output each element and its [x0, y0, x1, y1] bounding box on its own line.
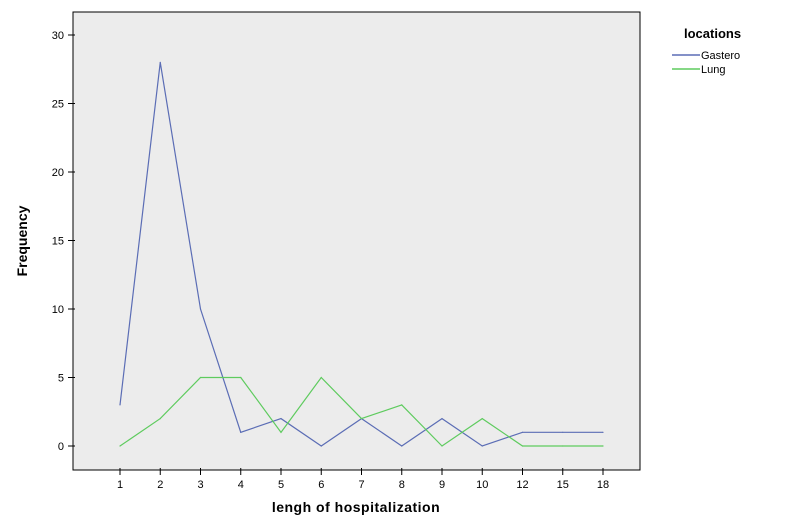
legend-items: Gastero Lung [672, 50, 740, 76]
x-tick-label: 9 [439, 479, 445, 491]
x-tick-label: 7 [358, 479, 364, 491]
data-point [441, 418, 443, 420]
y-axis: 0 5 10 15 20 25 30 [52, 30, 75, 453]
y-tick-label: 0 [58, 441, 64, 453]
data-point [280, 431, 282, 433]
y-tick-label: 25 [52, 99, 64, 111]
x-tick-label: 4 [238, 479, 244, 491]
series-layer [119, 61, 604, 447]
data-point [159, 61, 161, 64]
legend-title: locations [684, 26, 741, 41]
data-point [199, 308, 202, 310]
legend-label: Lung [701, 64, 725, 76]
y-tick-label: 15 [52, 236, 64, 248]
legend-label: Gastero [701, 50, 740, 62]
data-point [320, 376, 322, 379]
data-point [441, 445, 443, 447]
data-point [562, 431, 564, 433]
x-axis-title: lengh of hospitalization [272, 499, 440, 515]
legend: locations Gastero Lung [672, 26, 741, 76]
x-tick-label: 10 [476, 479, 488, 491]
data-point [401, 404, 403, 406]
x-tick-label: 18 [597, 479, 609, 491]
data-point [521, 445, 524, 447]
x-tick-label: 5 [278, 479, 284, 491]
y-tick-label: 20 [52, 167, 64, 179]
y-tick-label: 30 [52, 30, 64, 42]
data-point [280, 418, 282, 420]
x-tick-label: 3 [197, 479, 203, 491]
x-tick-label: 8 [399, 479, 405, 491]
data-point [119, 404, 121, 406]
y-tick-label: 10 [52, 304, 64, 316]
data-point [481, 445, 483, 447]
data-point [240, 376, 242, 379]
x-tick-label: 1 [117, 479, 123, 491]
data-point [521, 431, 524, 433]
y-axis-title: Frequency [14, 205, 30, 276]
x-tick-label: 6 [318, 479, 324, 491]
data-point [119, 445, 121, 447]
data-point [562, 445, 564, 447]
data-point [199, 376, 202, 379]
x-tick-label: 2 [157, 479, 163, 491]
x-axis: 1 2 3 4 5 6 7 8 9 10 12 15 18 [117, 468, 609, 491]
data-point [360, 418, 363, 420]
data-point [481, 418, 483, 420]
data-point [159, 418, 161, 420]
plot-area [72, 11, 641, 471]
data-point [320, 445, 322, 447]
y-tick-label: 5 [58, 373, 64, 385]
data-point [602, 445, 604, 447]
x-tick-label: 15 [557, 479, 569, 491]
x-tick-label: 12 [516, 479, 528, 491]
data-point [602, 431, 604, 433]
data-point [240, 431, 242, 433]
data-point [401, 445, 403, 447]
